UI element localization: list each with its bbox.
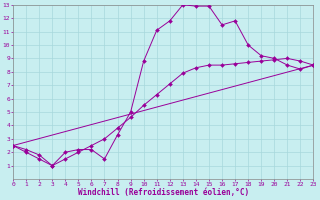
X-axis label: Windchill (Refroidissement éolien,°C): Windchill (Refroidissement éolien,°C)	[78, 188, 249, 197]
